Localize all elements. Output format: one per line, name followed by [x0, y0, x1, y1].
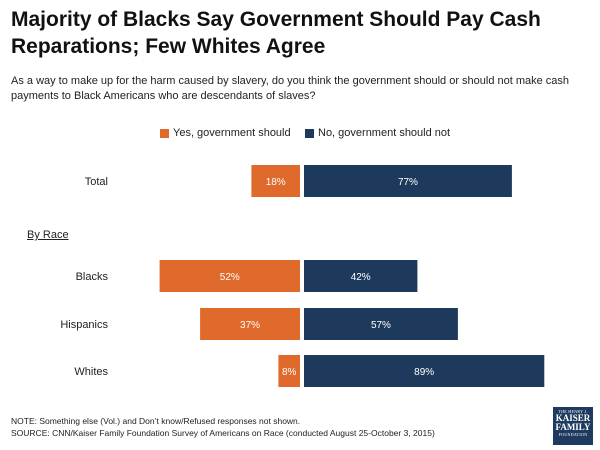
logo-line-3: FAMILY [555, 422, 591, 432]
data-label-no-whites: 89% [414, 367, 434, 378]
legend-label-yes: Yes, government should [173, 127, 291, 139]
bar-yes-whites [278, 355, 300, 387]
data-label-no-total: 77% [398, 177, 418, 188]
logo-line-4: FOUNDATION [558, 432, 588, 437]
legend-item-yes: Yes, government should [160, 127, 291, 139]
logo-line-2: KAISER [555, 413, 591, 423]
data-label-no-hispanics: 57% [371, 320, 391, 331]
bar-yes-blacks [159, 260, 300, 292]
bar-yes-total [251, 165, 300, 197]
footnote: NOTE: Something else (Vol.) and Don’t kn… [11, 415, 531, 439]
data-label-no-blacks: 42% [351, 272, 371, 283]
bar-no-blacks [304, 260, 418, 292]
legend-swatch-no [305, 128, 314, 138]
category-label-hispanics: Hispanics [60, 319, 108, 331]
logo-line-1: THE HENRY J. [558, 409, 588, 414]
legend-item-no: No, government should not [305, 127, 450, 139]
category-label-whites: Whites [74, 366, 108, 378]
bar-no-total [304, 165, 512, 197]
bar-no-whites [304, 355, 545, 387]
chart-title: Majority of Blacks Say Government Should… [11, 8, 541, 58]
section-label-by-race: By Race [27, 229, 69, 241]
category-label-total: Total [85, 176, 108, 188]
bar-yes-hispanics [200, 308, 300, 340]
data-label-yes-whites: 8% [282, 367, 297, 378]
data-label-yes-hispanics: 37% [240, 320, 260, 331]
bar-no-hispanics [304, 308, 458, 340]
survey-question: As a way to make up for the harm caused … [11, 75, 570, 102]
footnote-note: NOTE: Something else (Vol.) and Don’t kn… [11, 416, 301, 426]
footnote-source: SOURCE: CNN/Kaiser Family Foundation Sur… [11, 428, 435, 438]
kff-logo: THE HENRY J. KAISER FAMILY FOUNDATION [553, 407, 593, 445]
data-label-yes-blacks: 52% [220, 272, 240, 283]
legend-swatch-yes [160, 128, 169, 138]
category-label-blacks: Blacks [76, 271, 109, 283]
legend-label-no: No, government should not [318, 127, 451, 139]
data-label-yes-total: 18% [266, 177, 286, 188]
